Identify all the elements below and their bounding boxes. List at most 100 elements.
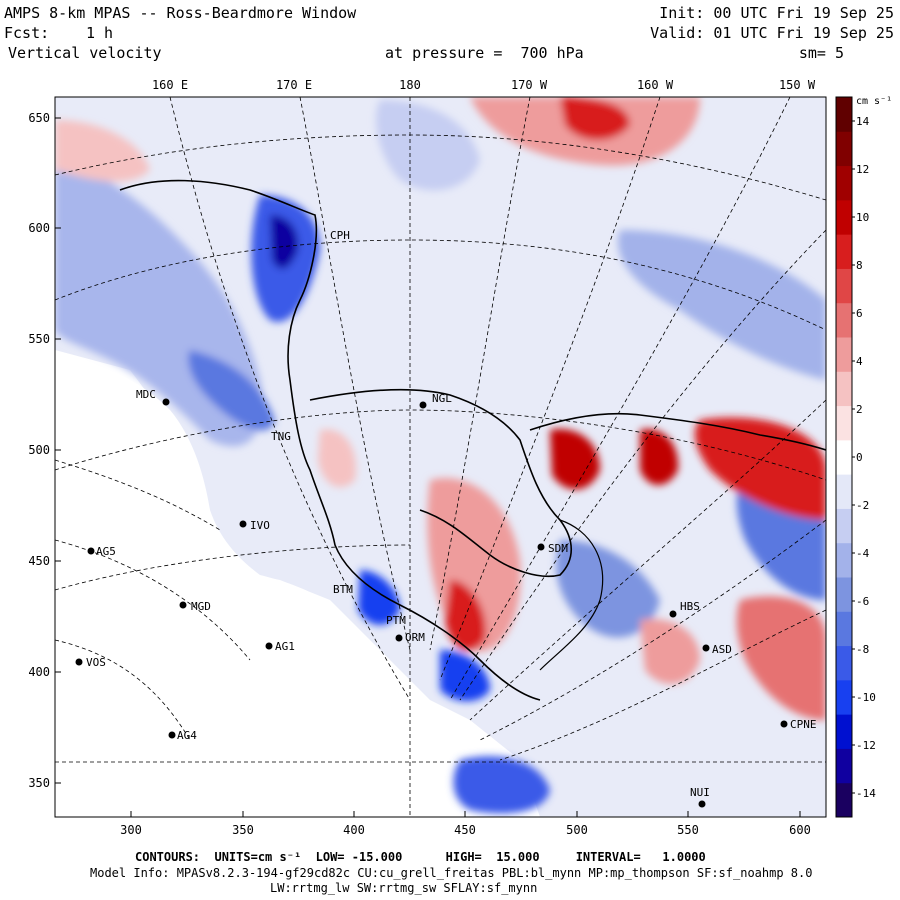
lon-label-150w: 150 W xyxy=(779,78,816,92)
x-tick-450: 450 xyxy=(454,823,476,837)
red-core-shelf-edge xyxy=(550,429,600,490)
station-mgd-label: MGD xyxy=(191,600,211,613)
colorbar-swatch xyxy=(836,611,852,647)
top-longitude-labels: 160 E 170 E 180 170 W 160 W 150 W xyxy=(152,78,816,92)
field-name: Vertical velocity xyxy=(8,44,162,62)
valid-time: Valid: 01 UTC Fri 19 Sep 25 xyxy=(650,24,894,42)
station-cph-label: CPH xyxy=(330,229,350,242)
colorbar: 14 12 10 8 6 4 2 0 -2 -4 -6 -8 -10 -12 -14 xyxy=(835,96,876,818)
colorbar-swatch xyxy=(836,474,852,509)
colorbar-label: 0 xyxy=(856,451,863,464)
radiation-info: LW:rrtmg_lw SW:rrtmg_sw SFLAY:sf_mynn xyxy=(270,881,538,895)
y-tick-650: 650 xyxy=(28,111,50,125)
station-ivo-dot xyxy=(239,520,247,528)
station-ivo-label: IVO xyxy=(250,519,270,532)
station-vos-dot xyxy=(75,658,83,666)
station-cpne-dot xyxy=(780,720,788,728)
smoothing-value: sm= 5 xyxy=(798,44,844,62)
y-tick-350: 350 xyxy=(28,776,50,790)
colorbar-label: 14 xyxy=(856,115,870,128)
station-orm-dot xyxy=(395,634,403,642)
colorbar-label: 4 xyxy=(856,355,863,368)
red-region-northwest xyxy=(55,120,150,182)
colorbar-swatch xyxy=(836,405,852,441)
station-cpne-label: CPNE xyxy=(790,718,817,731)
ice-shelf-front xyxy=(309,388,572,578)
colorbar-swatch xyxy=(836,131,852,167)
colorbar-swatch xyxy=(836,371,852,407)
x-tick-550: 550 xyxy=(677,823,699,837)
red-region-west xyxy=(318,429,356,488)
station-hbs-label: HBS xyxy=(680,600,700,613)
colorbar-swatch xyxy=(836,782,852,818)
station-mdc-label: MDC xyxy=(136,388,156,401)
forecast-label: Fcst: xyxy=(4,24,50,42)
colorbar-label: 6 xyxy=(856,307,863,320)
red-core-central xyxy=(445,580,486,651)
meridian-170e xyxy=(299,97,411,651)
station-ag5-label: AG5 xyxy=(96,545,116,558)
meridian-140w xyxy=(459,229,826,701)
colorbar-swatch xyxy=(836,645,852,681)
station-ag4-dot xyxy=(168,731,176,739)
station-ngl-label: NGL xyxy=(432,392,452,405)
colorbar-label: 12 xyxy=(856,163,869,176)
colorbar-swatch xyxy=(836,714,852,749)
station-tng-label: TNG xyxy=(271,430,291,443)
station-vos-label: VOS xyxy=(86,656,106,669)
lon-label-160e: 160 E xyxy=(152,78,188,92)
meridian-160e xyxy=(169,97,411,701)
station-ag1-dot xyxy=(265,642,273,650)
red-core-shelf-edge-2 xyxy=(640,429,679,485)
colorbar-swatch xyxy=(836,302,852,338)
blue-core-west xyxy=(188,350,275,431)
meridian-southwest xyxy=(55,639,191,741)
init-time: Init: 00 UTC Fri 19 Sep 25 xyxy=(659,4,894,22)
colorbar-label: 10 xyxy=(856,211,869,224)
y-tick-550: 550 xyxy=(28,332,50,346)
parallel-mid xyxy=(55,239,826,331)
meridian-130w xyxy=(469,399,826,721)
lon-label-170w: 170 W xyxy=(511,78,548,92)
colorbar-swatch xyxy=(836,97,852,132)
station-asd-dot xyxy=(702,644,710,652)
colorbar-label: -6 xyxy=(856,595,869,608)
meridian-170w xyxy=(429,97,531,651)
blue-region-south xyxy=(453,756,550,814)
station-hbs-dot xyxy=(669,610,677,618)
colorbar-swatch xyxy=(836,165,852,201)
x-axis: 300 350 400 450 500 550 600 xyxy=(120,811,811,837)
blue-core-coast xyxy=(358,570,400,625)
red-region-east xyxy=(694,417,826,520)
contour-info: CONTOURS: UNITS=cm s⁻¹ LOW= -15.000 HIGH… xyxy=(135,850,706,864)
blue-core-north-inner xyxy=(270,215,299,269)
lon-label-170e: 170 E xyxy=(276,78,312,92)
colorbar-swatch xyxy=(836,679,852,715)
model-info: Model Info: MPASv8.2.3-194-gf29cd82c CU:… xyxy=(90,866,813,880)
colorbar-swatch xyxy=(836,234,852,269)
meridian-110w xyxy=(499,609,826,761)
x-tick-300: 300 xyxy=(120,823,142,837)
y-tick-600: 600 xyxy=(28,221,50,235)
station-mdc-dot xyxy=(162,398,170,406)
station-asd-label: ASD xyxy=(712,643,732,656)
colorbar-label: -8 xyxy=(856,643,869,656)
station-ngl-dot xyxy=(419,401,427,409)
x-tick-600: 600 xyxy=(789,823,811,837)
map-title: AMPS 8-km MPAS -- Ross-Beardmore Window xyxy=(4,4,357,22)
colorbar-label: 8 xyxy=(856,259,863,272)
y-tick-450: 450 xyxy=(28,554,50,568)
blue-core-coast-2 xyxy=(440,650,490,702)
colorbar-swatch xyxy=(836,268,852,304)
colorbar-label: 2 xyxy=(856,403,863,416)
y-axis: 650 600 550 500 450 400 350 xyxy=(28,111,61,790)
colorbar-swatch xyxy=(836,577,852,612)
station-ag4-label: AG4 xyxy=(177,729,197,742)
map-frame xyxy=(54,96,827,818)
colorbar-swatch xyxy=(836,508,852,544)
colorbar-units: cm s⁻¹ xyxy=(856,96,892,107)
coastline-east xyxy=(529,412,826,451)
red-region-southeast xyxy=(736,596,826,720)
colorbar-label: -10 xyxy=(856,691,876,704)
colorbar-label: -12 xyxy=(856,739,876,752)
